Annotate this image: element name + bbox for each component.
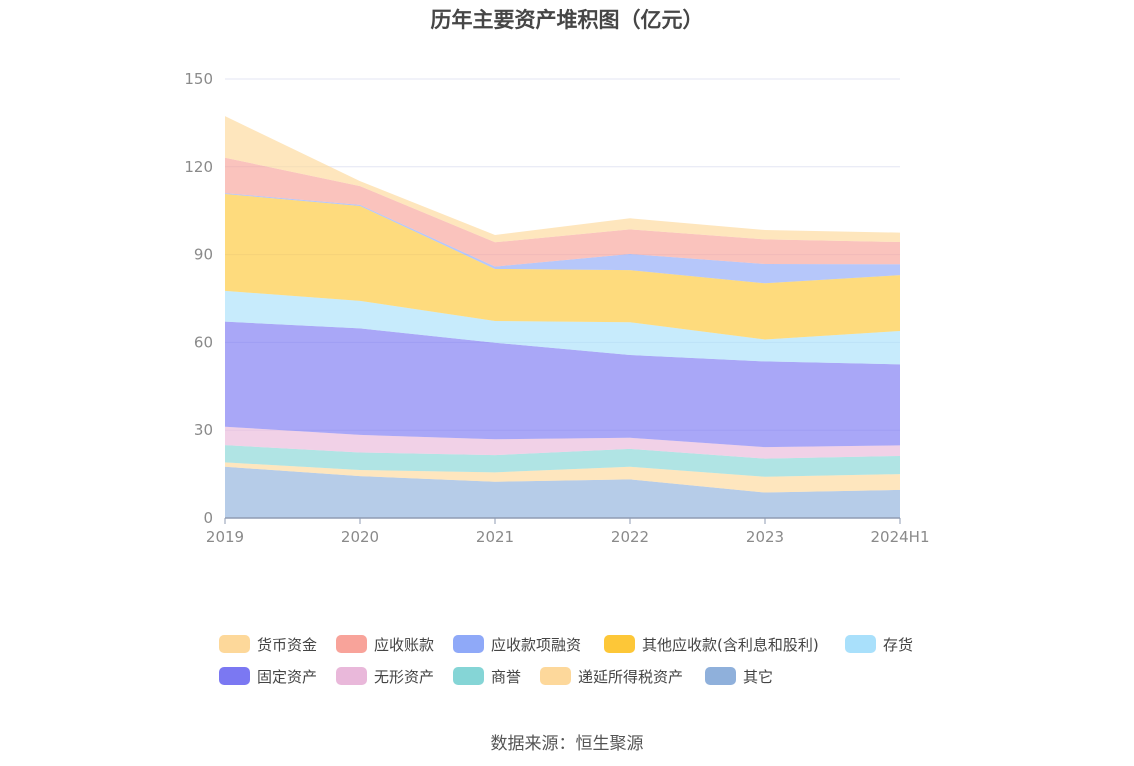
legend-swatch	[845, 635, 876, 653]
legend-swatch	[540, 667, 571, 685]
legend-label: 其他应收款(含利息和股利)	[642, 635, 819, 654]
y-tick-label: 30	[194, 421, 213, 439]
legend-swatch	[336, 667, 367, 685]
area-series-1	[225, 462, 900, 493]
legend-label: 应收款项融资	[491, 635, 582, 654]
y-tick-label: 90	[194, 246, 213, 264]
legend-label: 递延所得税资产	[578, 667, 684, 686]
area-series-3	[225, 426, 900, 459]
legend-item[interactable]: 其它	[705, 666, 773, 686]
legend-label: 无形资产	[374, 667, 435, 686]
legend-swatch	[453, 667, 484, 685]
legend-label: 应收账款	[374, 635, 435, 654]
legend-swatch	[604, 635, 635, 653]
legend-item[interactable]: 其他应收款(含利息和股利)	[604, 634, 819, 654]
area-series-6	[225, 194, 900, 340]
legend-label: 存货	[883, 635, 914, 654]
area-series-8	[225, 157, 900, 267]
legend-item[interactable]: 存货	[845, 634, 913, 654]
stacked-area-chart: 0 30 60 90 120 150 2019 2020 2021 2022 2023 2024H1	[184, 70, 930, 546]
legend-item[interactable]: 固定资产	[219, 666, 317, 686]
x-tick-label: 2020	[341, 528, 379, 546]
x-tick-label: 2024H1	[871, 528, 930, 546]
y-tick-label: 150	[184, 70, 213, 88]
legend-swatch	[219, 667, 250, 685]
y-tick-label: 120	[184, 158, 213, 176]
legend-label: 其它	[743, 667, 774, 686]
area-series-4	[225, 321, 900, 448]
legend-item[interactable]: 商誉	[453, 666, 521, 686]
x-tick-label: 2021	[476, 528, 514, 546]
legend-item[interactable]: 应收款项融资	[453, 634, 581, 654]
y-tick-label: 60	[194, 333, 213, 351]
legend-label: 货币资金	[257, 635, 318, 654]
legend-item[interactable]: 递延所得税资产	[540, 666, 683, 686]
area-series-5	[225, 290, 900, 365]
legend-swatch	[705, 667, 736, 685]
x-tick-label: 2022	[611, 528, 649, 546]
x-tick-label: 2019	[206, 528, 244, 546]
legend-item[interactable]: 应收账款	[336, 634, 434, 654]
legend-label: 固定资产	[257, 667, 318, 686]
area-series-2	[225, 445, 900, 477]
legend-swatch	[219, 635, 250, 653]
x-tick-label: 2023	[746, 528, 784, 546]
legend-item[interactable]: 货币资金	[219, 634, 317, 654]
area-series-0	[225, 466, 900, 518]
legend-label: 商誉	[491, 667, 522, 686]
area-series-7	[225, 193, 900, 284]
chart-title: 历年主要资产堆积图（亿元）	[430, 8, 704, 32]
legend-item[interactable]: 无形资产	[336, 666, 434, 686]
y-tick-label: 0	[203, 509, 213, 527]
legend-swatch	[453, 635, 484, 653]
legend-swatch	[336, 635, 367, 653]
source-note: 数据来源：恒生聚源	[490, 734, 644, 754]
